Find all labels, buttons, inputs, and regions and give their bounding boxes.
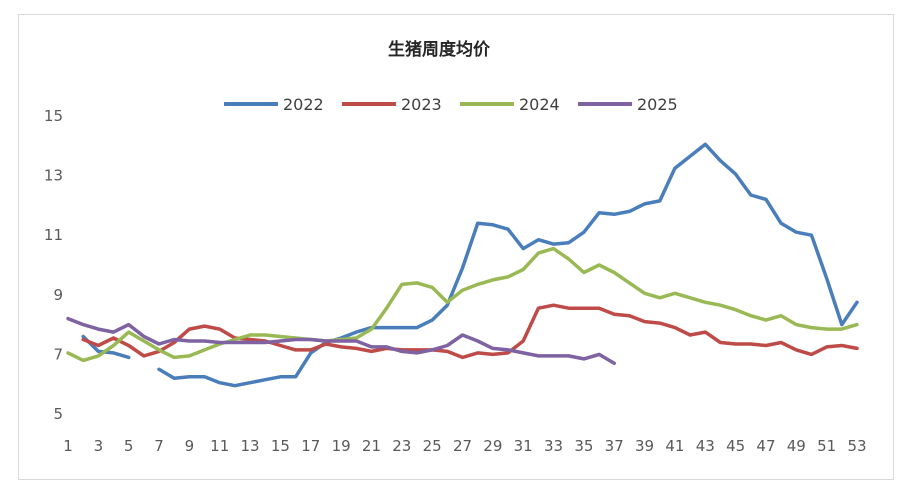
x-tick-label: 15 [271,437,290,455]
x-tick-label: 51 [817,437,836,455]
x-tick-label: 31 [514,437,533,455]
x-tick-label: 47 [756,437,775,455]
x-tick-label: 25 [423,437,442,455]
y-tick-label: 15 [44,107,63,125]
x-tick-label: 3 [94,437,104,455]
series-line-2022 [81,142,859,388]
x-tick-label: 43 [696,437,715,455]
x-tick-label: 17 [301,437,320,455]
x-tick-label: 37 [605,437,624,455]
legend-label-2023: 2023 [401,95,442,114]
x-tick-label: 53 [847,437,866,455]
y-tick-label: 11 [44,226,63,244]
x-tick-label: 35 [574,437,593,455]
y-tick-label: 13 [44,167,63,185]
x-tick-label: 11 [210,437,229,455]
x-tick-label: 45 [726,437,745,455]
series-layer [66,142,859,388]
legend-label-2022: 2022 [283,95,324,114]
x-tick-label: 41 [665,437,684,455]
series-line-2023 [81,303,859,360]
y-axis: 5 7 9 11 13 15 [44,107,63,423]
x-tick-label: 27 [453,437,472,455]
x-tick-label: 39 [635,437,654,455]
y-tick-label: 7 [53,345,63,363]
x-tick-label: 9 [185,437,195,455]
legend-label-2024: 2024 [519,95,560,114]
x-axis: 1 3 5 7 9 11 13 15 17 19 21 23 25 27 29 31 33 35 37 39 41 43 4… [63,437,866,455]
series-line-2025 [66,316,616,366]
x-tick-label: 13 [241,437,260,455]
x-tick-label: 33 [544,437,563,455]
x-tick-label: 5 [124,437,134,455]
chart-title: 生猪周度均价 [388,39,491,60]
x-tick-label: 49 [787,437,806,455]
x-tick-label: 1 [63,437,73,455]
series-line-2024 [66,246,859,363]
x-tick-label: 21 [362,437,381,455]
x-tick-label: 19 [332,437,351,455]
y-tick-label: 5 [53,405,63,423]
x-tick-label: 23 [392,437,411,455]
legend-label-2025: 2025 [637,95,678,114]
x-tick-label: 7 [154,437,164,455]
x-tick-label: 29 [483,437,502,455]
y-tick-label: 9 [53,286,63,304]
legend: 2022 2023 2024 2025 [224,95,678,114]
